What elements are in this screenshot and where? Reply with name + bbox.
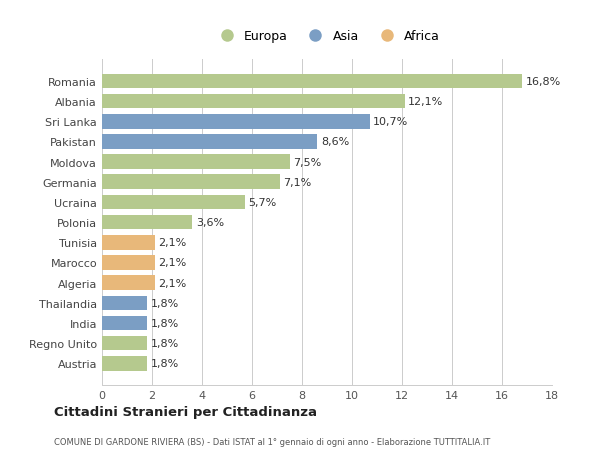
Bar — [102, 115, 370, 129]
Bar — [102, 215, 192, 230]
Bar — [102, 235, 155, 250]
Bar — [102, 356, 147, 371]
Bar — [102, 135, 317, 149]
Text: COMUNE DI GARDONE RIVIERA (BS) - Dati ISTAT al 1° gennaio di ogni anno - Elabora: COMUNE DI GARDONE RIVIERA (BS) - Dati IS… — [54, 437, 490, 446]
Bar — [102, 155, 290, 169]
Text: 12,1%: 12,1% — [408, 97, 443, 107]
Text: 7,5%: 7,5% — [293, 157, 322, 167]
Bar — [102, 316, 147, 330]
Text: 1,8%: 1,8% — [151, 298, 179, 308]
Text: 3,6%: 3,6% — [196, 218, 224, 228]
Text: 1,8%: 1,8% — [151, 338, 179, 348]
Text: 2,1%: 2,1% — [158, 278, 187, 288]
Bar — [102, 296, 147, 310]
Legend: Europa, Asia, Africa: Europa, Asia, Africa — [214, 30, 440, 43]
Text: 5,7%: 5,7% — [248, 197, 277, 207]
Text: 2,1%: 2,1% — [158, 238, 187, 248]
Text: 16,8%: 16,8% — [526, 77, 561, 87]
Bar — [102, 95, 404, 109]
Text: 1,8%: 1,8% — [151, 318, 179, 328]
Text: Cittadini Stranieri per Cittadinanza: Cittadini Stranieri per Cittadinanza — [54, 405, 317, 419]
Text: 7,1%: 7,1% — [283, 177, 311, 187]
Text: 8,6%: 8,6% — [321, 137, 349, 147]
Text: 2,1%: 2,1% — [158, 258, 187, 268]
Text: 10,7%: 10,7% — [373, 117, 409, 127]
Bar — [102, 256, 155, 270]
Bar — [102, 175, 280, 190]
Text: 1,8%: 1,8% — [151, 358, 179, 369]
Bar — [102, 276, 155, 290]
Bar — [102, 74, 522, 89]
Bar — [102, 195, 245, 210]
Bar — [102, 336, 147, 351]
